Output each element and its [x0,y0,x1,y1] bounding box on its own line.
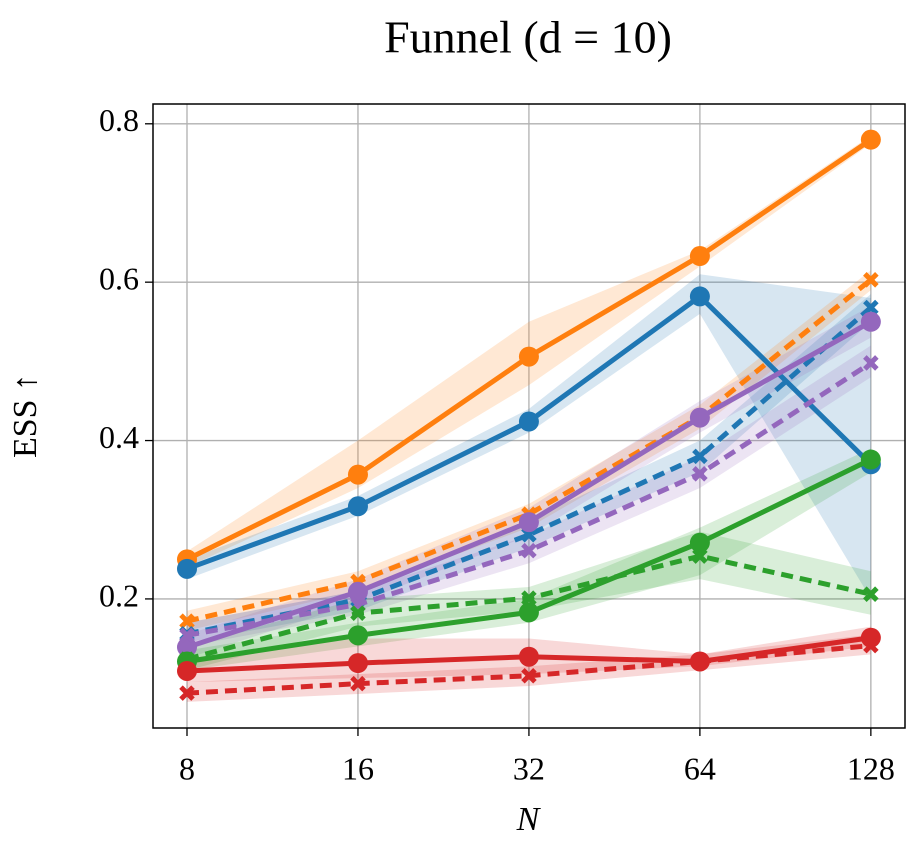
marker [518,411,539,432]
marker [860,129,881,150]
x-tick-label: 8 [179,750,195,786]
error-band [186,274,871,599]
marker [863,299,879,316]
marker [350,605,366,621]
marker [863,637,879,654]
y-tick-label: 0.4 [99,419,139,455]
marker [692,466,708,482]
chart-title: Funnel (d = 10) [384,12,672,63]
marker [692,448,708,465]
marker [863,355,879,371]
marker [689,286,710,307]
plot-frame [152,103,906,729]
marker [863,586,879,602]
marker [521,667,537,684]
series-line [186,277,873,624]
marker [179,627,195,644]
marker [518,346,539,367]
marker [689,246,710,267]
marker [689,407,710,428]
error-band [186,448,871,671]
marker [692,548,708,564]
marker [350,675,366,692]
marker [347,464,368,485]
x-tick-label: 128 [847,750,895,786]
marker [176,660,197,681]
marker [518,512,539,533]
marker [521,542,537,559]
marker [860,449,881,470]
error-band [186,345,871,647]
marker [689,532,710,553]
marker [860,311,881,332]
marker [518,646,539,667]
marker [179,685,195,701]
marker [347,653,368,674]
marker [863,272,879,288]
y-tick-label: 0.2 [99,577,139,613]
y-tick-label: 0.8 [99,102,139,138]
marker [521,590,537,606]
marker [347,581,368,602]
x-tick-label: 64 [684,750,716,786]
y-axis-label: ESS ↑ [7,374,44,458]
marker [347,496,368,517]
marker [179,613,195,629]
marker [176,558,197,579]
marker [347,625,368,646]
x-axis-label: N [516,801,542,838]
marker [692,653,708,670]
y-tick-label: 0.6 [99,261,139,297]
marker [518,602,539,623]
x-tick-label: 16 [342,750,374,786]
x-tick-label: 32 [513,750,545,786]
